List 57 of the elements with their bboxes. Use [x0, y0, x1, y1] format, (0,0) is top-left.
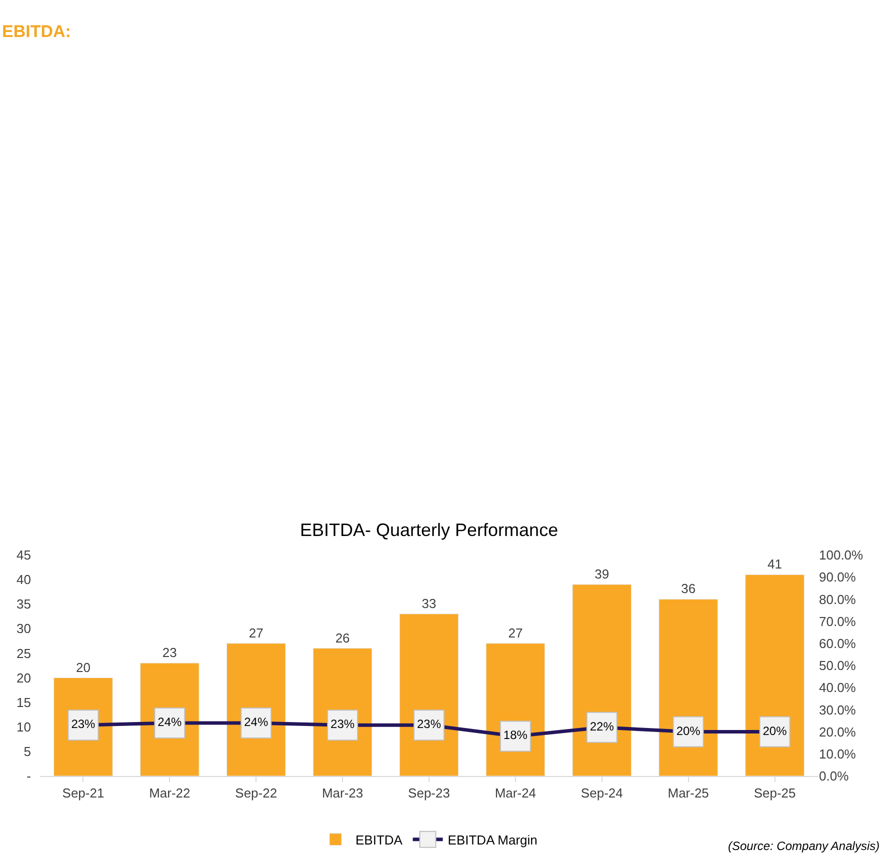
data-label: 26 [335, 630, 350, 646]
y2-tick-label: 30.0% [819, 702, 856, 718]
legend-label: EBITDA [356, 832, 403, 848]
data-label: 23 [162, 645, 177, 660]
y-tick-label: 40 [16, 572, 31, 588]
x-tick-label: Mar-22 [149, 786, 190, 801]
data-label: 18% [503, 728, 528, 742]
y-tick-label: 25 [16, 646, 31, 661]
y2-tick-label: 60.0% [819, 636, 856, 651]
y2-tick-label: 50.0% [819, 658, 856, 674]
x-tick-label: Mar-23 [322, 786, 364, 801]
y-tick-label: 35 [16, 596, 31, 612]
x-tick-label: Sep-25 [754, 786, 796, 801]
x-tick-label: Sep-23 [408, 786, 450, 801]
y2-tick-label: 10.0% [819, 746, 856, 762]
y-tick-label: - [26, 768, 31, 784]
bar [745, 574, 804, 776]
bar [399, 614, 459, 776]
text: EBITDA: [2, 22, 71, 41]
bar [658, 598, 718, 776]
bar [572, 584, 632, 776]
data-label: 23% [71, 717, 96, 732]
legend-label: EBITDA Margin [448, 832, 538, 848]
y-tick-label: 10 [16, 719, 31, 734]
data-label: 41 [768, 556, 782, 572]
x-tick-label: Mar-25 [668, 786, 709, 801]
y-tick-label: 5 [24, 744, 31, 759]
text: (Source: Company Analysis) [728, 839, 880, 853]
data-label: 36 [681, 581, 696, 596]
y2-tick-label: 20.0% [819, 724, 856, 740]
data-label: 27 [508, 625, 523, 640]
x-tick-label: Sep-21 [62, 786, 104, 801]
data-label: 23% [416, 717, 442, 732]
y-tick-label: 30 [16, 621, 31, 636]
data-label: 39 [594, 566, 610, 582]
y2-tick-label: 40.0% [819, 680, 856, 696]
x-tick-label: Mar-24 [494, 786, 536, 801]
data-label: 22% [590, 719, 614, 734]
x-tick-label: Sep-24 [580, 786, 623, 801]
y2-tick-label: 100.0% [819, 548, 864, 563]
data-label: 20 [76, 660, 90, 675]
y2-tick-label: 80.0% [819, 592, 856, 607]
data-label: 23% [330, 717, 355, 732]
y-tick-label: 45 [16, 548, 31, 563]
data-label: 24% [158, 714, 182, 729]
chart-title: EBITDA- Quarterly Performance [300, 520, 558, 540]
y2-tick-label: 70.0% [819, 614, 856, 629]
x-tick-label: Sep-22 [235, 786, 278, 801]
data-label: 20% [762, 724, 788, 738]
data-label: 33 [422, 596, 436, 611]
data-label: 27 [248, 625, 264, 640]
y2-tick-label: 90.0% [819, 570, 856, 585]
y2-tick-label: 0.0% [819, 768, 850, 784]
y-tick-label: 20 [16, 670, 31, 686]
y-tick-label: 15 [16, 694, 31, 710]
data-label: 24% [244, 714, 268, 729]
data-label: 20% [676, 724, 701, 738]
